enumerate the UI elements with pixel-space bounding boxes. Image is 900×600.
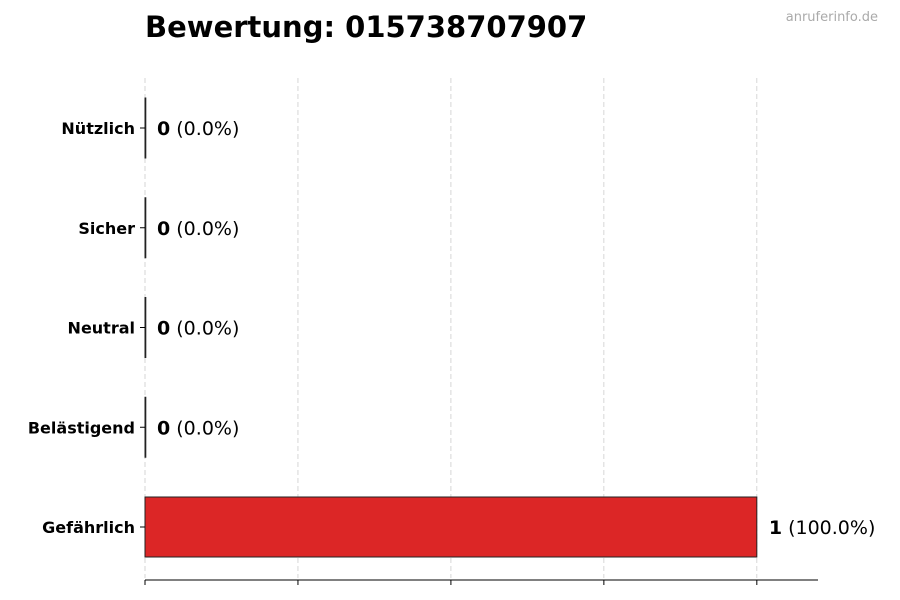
bar bbox=[144, 97, 147, 159]
data-label-percent: (0.0%) bbox=[170, 318, 239, 340]
data-label: 0 (0.0%) bbox=[157, 318, 239, 340]
y-tick-label: Nützlich bbox=[61, 119, 135, 138]
data-label: 0 (0.0%) bbox=[157, 417, 239, 439]
chart-title: Bewertung: 015738707907 bbox=[145, 10, 588, 44]
bar bbox=[144, 297, 147, 358]
y-tick-label: Neutral bbox=[68, 319, 135, 338]
data-label-count: 0 bbox=[157, 118, 170, 140]
data-label-count: 0 bbox=[157, 318, 170, 340]
y-tick-label: Gefährlich bbox=[42, 518, 135, 537]
data-label-percent: (0.0%) bbox=[170, 417, 239, 439]
bar bbox=[144, 396, 147, 458]
data-label-count: 0 bbox=[157, 417, 170, 439]
data-label-count: 1 bbox=[769, 517, 782, 539]
data-label-percent: (0.0%) bbox=[170, 218, 239, 240]
data-label: 0 (0.0%) bbox=[157, 118, 239, 140]
y-tick-label: Belästigend bbox=[28, 418, 135, 437]
data-label: 0 (0.0%) bbox=[157, 218, 239, 240]
y-tick-label: Sicher bbox=[78, 219, 135, 238]
data-label-percent: (0.0%) bbox=[170, 118, 239, 140]
data-label: 1 (100.0%) bbox=[769, 517, 876, 539]
bar bbox=[144, 197, 147, 259]
bar bbox=[144, 496, 758, 558]
data-label-percent: (100.0%) bbox=[782, 517, 875, 539]
data-label-count: 0 bbox=[157, 218, 170, 240]
watermark: anruferinfo.de bbox=[785, 10, 878, 25]
